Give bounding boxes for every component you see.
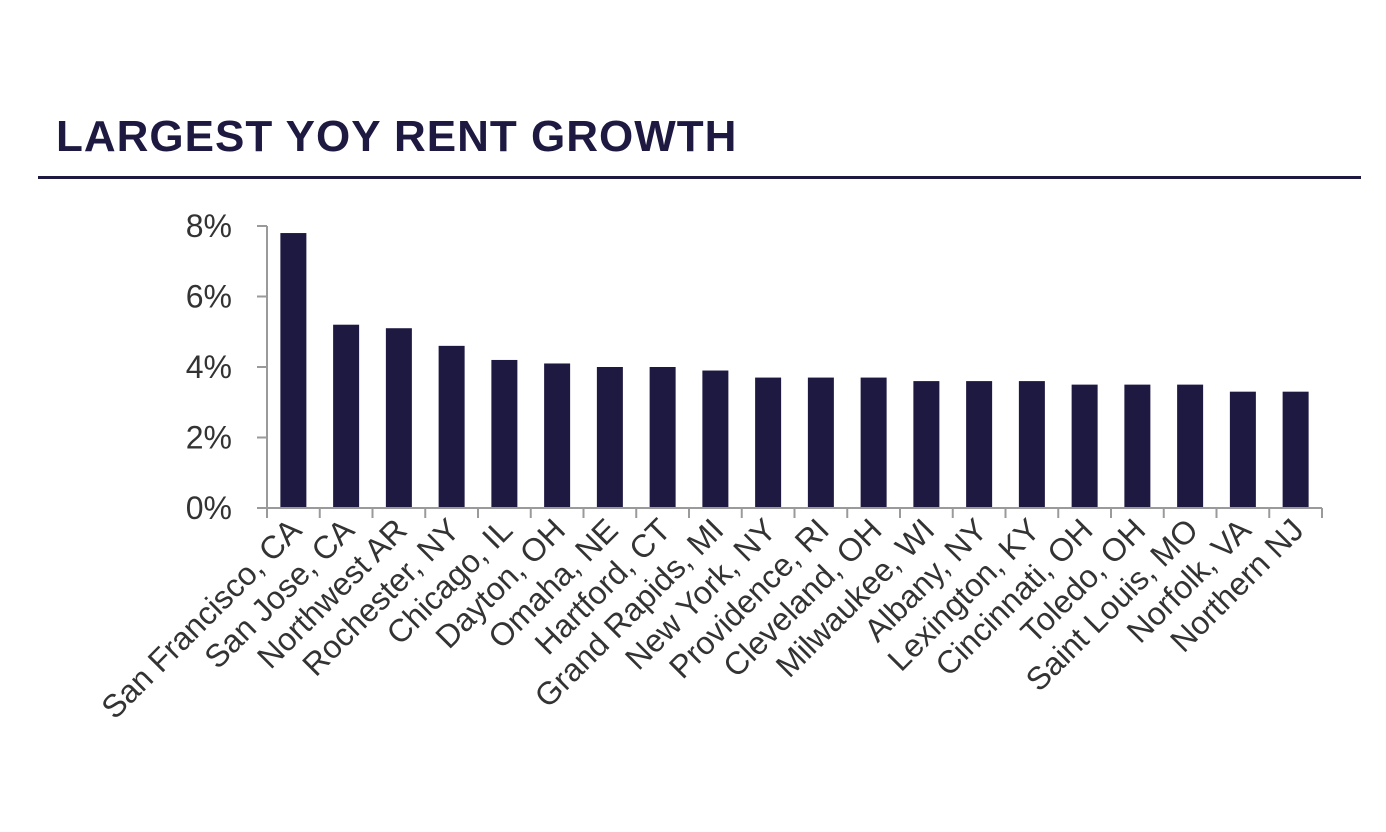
- y-tick-label: 2%: [186, 420, 232, 456]
- bar: [1071, 384, 1098, 508]
- bar: [807, 377, 834, 508]
- bar: [1282, 391, 1309, 508]
- bar: [702, 370, 729, 508]
- bar: [649, 367, 676, 508]
- bars-group: [280, 233, 1309, 509]
- bar: [913, 381, 940, 508]
- bar: [1124, 384, 1151, 508]
- bar: [596, 367, 623, 508]
- bar: [755, 377, 782, 508]
- bar: [1229, 391, 1256, 508]
- y-tick-label: 6%: [186, 279, 232, 315]
- bar: [860, 377, 887, 508]
- bar: [438, 345, 465, 508]
- bar: [491, 359, 518, 508]
- chart-title: LARGEST YOY RENT GROWTH: [56, 112, 738, 161]
- title-divider: [38, 176, 1361, 179]
- y-tick-labels: 0% 2% 4% 6% 8%: [186, 208, 232, 526]
- bar: [544, 363, 571, 508]
- bar: [333, 324, 360, 508]
- y-tick-label: 8%: [186, 208, 232, 244]
- bar: [1177, 384, 1204, 508]
- bar: [385, 328, 412, 508]
- bar: [280, 233, 307, 509]
- axes-group: [257, 225, 1323, 518]
- y-tick-label: 0%: [186, 490, 232, 526]
- y-tick-label: 4%: [186, 349, 232, 385]
- bar: [1018, 381, 1045, 508]
- bar: [966, 381, 993, 508]
